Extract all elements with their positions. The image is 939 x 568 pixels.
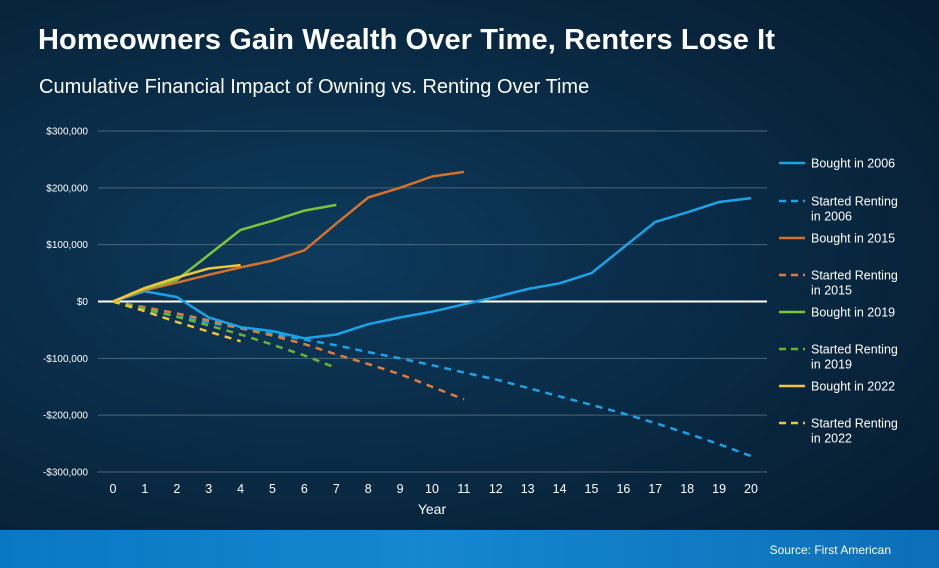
x-tick-label: 6 [301, 482, 308, 496]
y-tick-label: $200,000 [46, 183, 88, 194]
series-line-2 [112, 170, 465, 303]
y-tick-label: -$300,000 [43, 468, 88, 479]
x-tick-label: 7 [333, 482, 340, 496]
y-tick-label: $300,000 [46, 127, 88, 138]
x-tick-label: 18 [680, 482, 694, 496]
series-line-0 [112, 196, 752, 340]
x-axis-label: Year [418, 501, 447, 517]
x-tick-label: 8 [365, 482, 372, 496]
y-tick-label: $0 [77, 297, 89, 308]
x-tick-label: 4 [237, 482, 244, 496]
series-line-1 [112, 300, 752, 458]
legend-label: Bought in 2019 [811, 306, 895, 320]
line-chart: $300,000 $200,000 $100,000 $0 -$100,000 -$200… [43, 127, 898, 517]
x-axis-tick-labels: 0 1 2 3 4 5 6 7 8 9 10 11 12 13 14 15 16 17 18 19 20 [110, 482, 758, 496]
chart-title: Homeowners Gain Wealth Over Time, Renter… [38, 24, 776, 56]
y-tick-label: -$100,000 [43, 354, 88, 365]
chart-subtitle: Cumulative Financial Impact of Owning vs… [39, 76, 590, 98]
x-tick-label: 5 [269, 482, 276, 496]
legend-label: Bought in 2015 [811, 232, 895, 246]
x-tick-label: 11 [457, 482, 470, 496]
x-tick-label: 12 [489, 482, 503, 496]
footer-bar: Source: First American [0, 530, 939, 568]
x-tick-label: 1 [141, 482, 148, 496]
grid-lines [98, 130, 767, 473]
x-tick-label: 20 [744, 482, 758, 496]
x-tick-label: 17 [648, 482, 662, 496]
source-note: Source: First American [769, 543, 891, 557]
y-axis-tick-labels: $300,000 $200,000 $100,000 $0 -$100,000 -$200… [43, 127, 88, 479]
x-tick-label: 19 [712, 482, 726, 496]
y-tick-label: $100,000 [46, 240, 88, 251]
series-lines [112, 170, 752, 458]
x-tick-label: 15 [585, 482, 599, 496]
series-line-6 [112, 263, 241, 303]
y-tick-label: -$200,000 [43, 411, 88, 422]
x-tick-label: 13 [521, 482, 535, 496]
legend-label: Started Renting in 2019 [811, 343, 898, 372]
x-tick-label: 10 [425, 482, 439, 496]
x-tick-label: 2 [173, 482, 180, 496]
x-tick-label: 0 [110, 482, 117, 496]
x-tick-label: 14 [553, 482, 567, 496]
legend-label: Bought in 2006 [811, 157, 895, 171]
x-tick-label: 9 [397, 482, 404, 496]
x-tick-label: 3 [205, 482, 212, 496]
legend-label: Started Renting in 2022 [811, 417, 898, 446]
legend: Bought in 2006 Started Renting in 2006 Boug… [779, 157, 898, 446]
x-tick-label: 16 [616, 482, 630, 496]
legend-label: Bought in 2022 [811, 380, 895, 394]
series-line-7 [112, 300, 241, 343]
legend-label: Started Renting in 2006 [811, 195, 898, 224]
legend-label: Started Renting in 2015 [811, 269, 898, 298]
series-line-3 [112, 300, 465, 401]
